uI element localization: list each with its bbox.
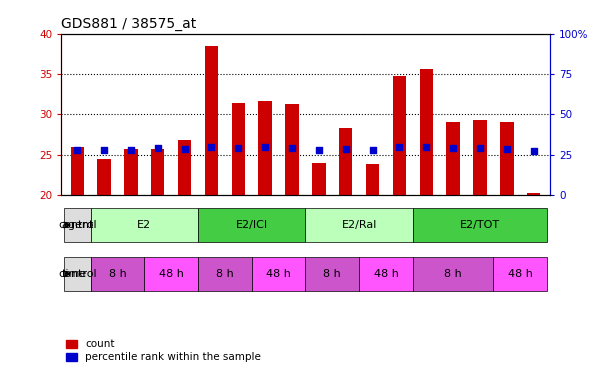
Bar	[413, 257, 494, 291]
Text: control: control	[58, 220, 97, 230]
Bar	[64, 257, 90, 291]
Point	[233, 145, 243, 151]
Text: E2/Ral: E2/Ral	[342, 220, 377, 230]
Point	[341, 146, 351, 152]
Text: E2/ICI: E2/ICI	[236, 220, 268, 230]
Point	[422, 144, 431, 150]
Bar	[205, 46, 218, 195]
Point	[368, 147, 378, 153]
Bar	[312, 163, 326, 195]
Bar	[339, 128, 353, 195]
Bar	[90, 208, 198, 242]
Bar	[151, 149, 164, 195]
Bar	[198, 257, 252, 291]
Text: time: time	[62, 269, 87, 279]
Text: 48 h: 48 h	[374, 269, 398, 279]
Legend: count, percentile rank within the sample: count, percentile rank within the sample	[67, 339, 261, 362]
Bar	[393, 76, 406, 195]
Bar	[70, 147, 84, 195]
Bar	[306, 257, 359, 291]
Point	[72, 147, 82, 153]
Bar	[306, 208, 413, 242]
Bar	[258, 102, 272, 195]
Point	[180, 146, 189, 152]
Text: 48 h: 48 h	[266, 269, 291, 279]
Text: E2: E2	[137, 220, 152, 230]
Text: 8 h: 8 h	[323, 269, 341, 279]
Text: 8 h: 8 h	[444, 269, 462, 279]
Text: control: control	[58, 269, 97, 279]
Bar	[285, 104, 299, 195]
Bar	[413, 208, 547, 242]
Point	[99, 147, 109, 153]
Point	[395, 144, 404, 150]
Bar	[124, 149, 137, 195]
Text: 8 h: 8 h	[109, 269, 126, 279]
Point	[475, 145, 485, 151]
Text: agent: agent	[62, 220, 94, 230]
Point	[153, 145, 163, 151]
Bar	[232, 103, 245, 195]
Text: 48 h: 48 h	[159, 269, 184, 279]
Bar	[198, 208, 306, 242]
Point	[207, 144, 216, 150]
Bar	[64, 208, 90, 242]
Bar	[178, 140, 191, 195]
Bar	[366, 164, 379, 195]
Point	[260, 144, 270, 150]
Bar	[494, 257, 547, 291]
Bar	[420, 69, 433, 195]
Bar	[90, 257, 144, 291]
Point	[448, 146, 458, 152]
Text: GDS881 / 38575_at: GDS881 / 38575_at	[61, 17, 196, 32]
Point	[502, 146, 512, 152]
Bar	[97, 159, 111, 195]
Bar	[474, 120, 487, 195]
Text: E2/TOT: E2/TOT	[460, 220, 500, 230]
Point	[126, 147, 136, 153]
Point	[287, 145, 297, 151]
Bar	[144, 257, 198, 291]
Bar	[252, 257, 306, 291]
Bar	[359, 257, 413, 291]
Bar	[500, 122, 514, 195]
Text: 8 h: 8 h	[216, 269, 234, 279]
Point	[314, 147, 324, 153]
Bar	[447, 122, 460, 195]
Bar	[527, 194, 541, 195]
Point	[529, 148, 539, 154]
Text: 48 h: 48 h	[508, 269, 533, 279]
